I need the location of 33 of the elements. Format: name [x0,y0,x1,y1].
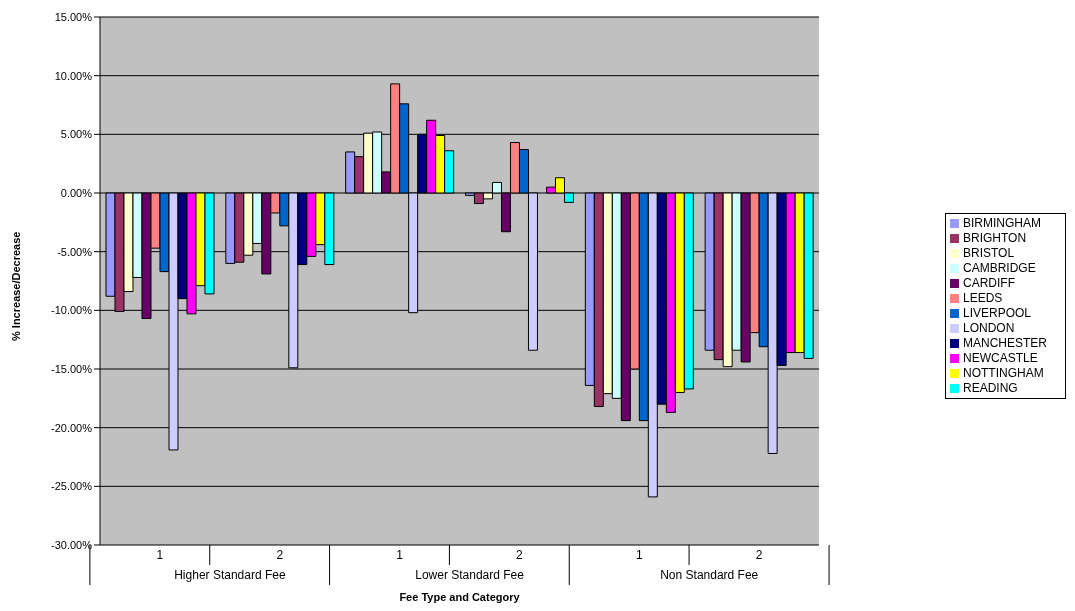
legend-label: LONDON [962,320,1015,335]
legend-label: MANCHESTER [962,335,1047,350]
y-tick-label: 0.00% [60,186,93,199]
text: Higher Standard Fee [174,568,286,582]
legend-label: BRIGHTON [962,230,1027,245]
x-axis-title: Fee Type and Category [399,591,521,603]
x-tick-label: 1 [156,548,164,562]
x-tick-label: 1 [635,548,643,562]
x-tick-label: 2 [276,548,284,562]
legend-label: CARDIFF [962,275,1015,290]
x-tick-label: 1 [396,548,404,562]
legend-label: BRISTOL [962,245,1015,260]
x-tick-label: 2 [516,548,524,562]
y-axis-title: % Increase/Decrease [9,231,22,341]
y-tick-label: -20.00% [51,421,93,434]
y-tick-label: -25.00% [51,480,93,493]
y-tick-label: -15.00% [51,362,93,375]
y-tick-label: 15.00% [54,10,93,23]
legend-label: READING [962,380,1018,395]
y-tick-label: -5.00% [57,245,93,258]
y-tick-label: -10.00% [51,304,93,317]
y-tick-label: -30.00% [51,538,93,551]
legend-label: NEWCASTLE [962,350,1038,365]
y-tick-label: 10.00% [54,69,93,82]
legend-label: LIVERPOOL [962,305,1032,320]
legend-label: CAMBRIDGE [962,260,1036,275]
text: Non Standard Fee [660,568,759,582]
legend-label: NOTTINGHAM [962,365,1044,380]
x-tick-label: 2 [755,548,763,562]
y-tick-label: 5.00% [60,128,93,141]
legend-label: LEEDS [962,290,1003,305]
legend-label: BIRMINGHAM [962,215,1041,230]
text: Lower Standard Fee [415,568,525,582]
